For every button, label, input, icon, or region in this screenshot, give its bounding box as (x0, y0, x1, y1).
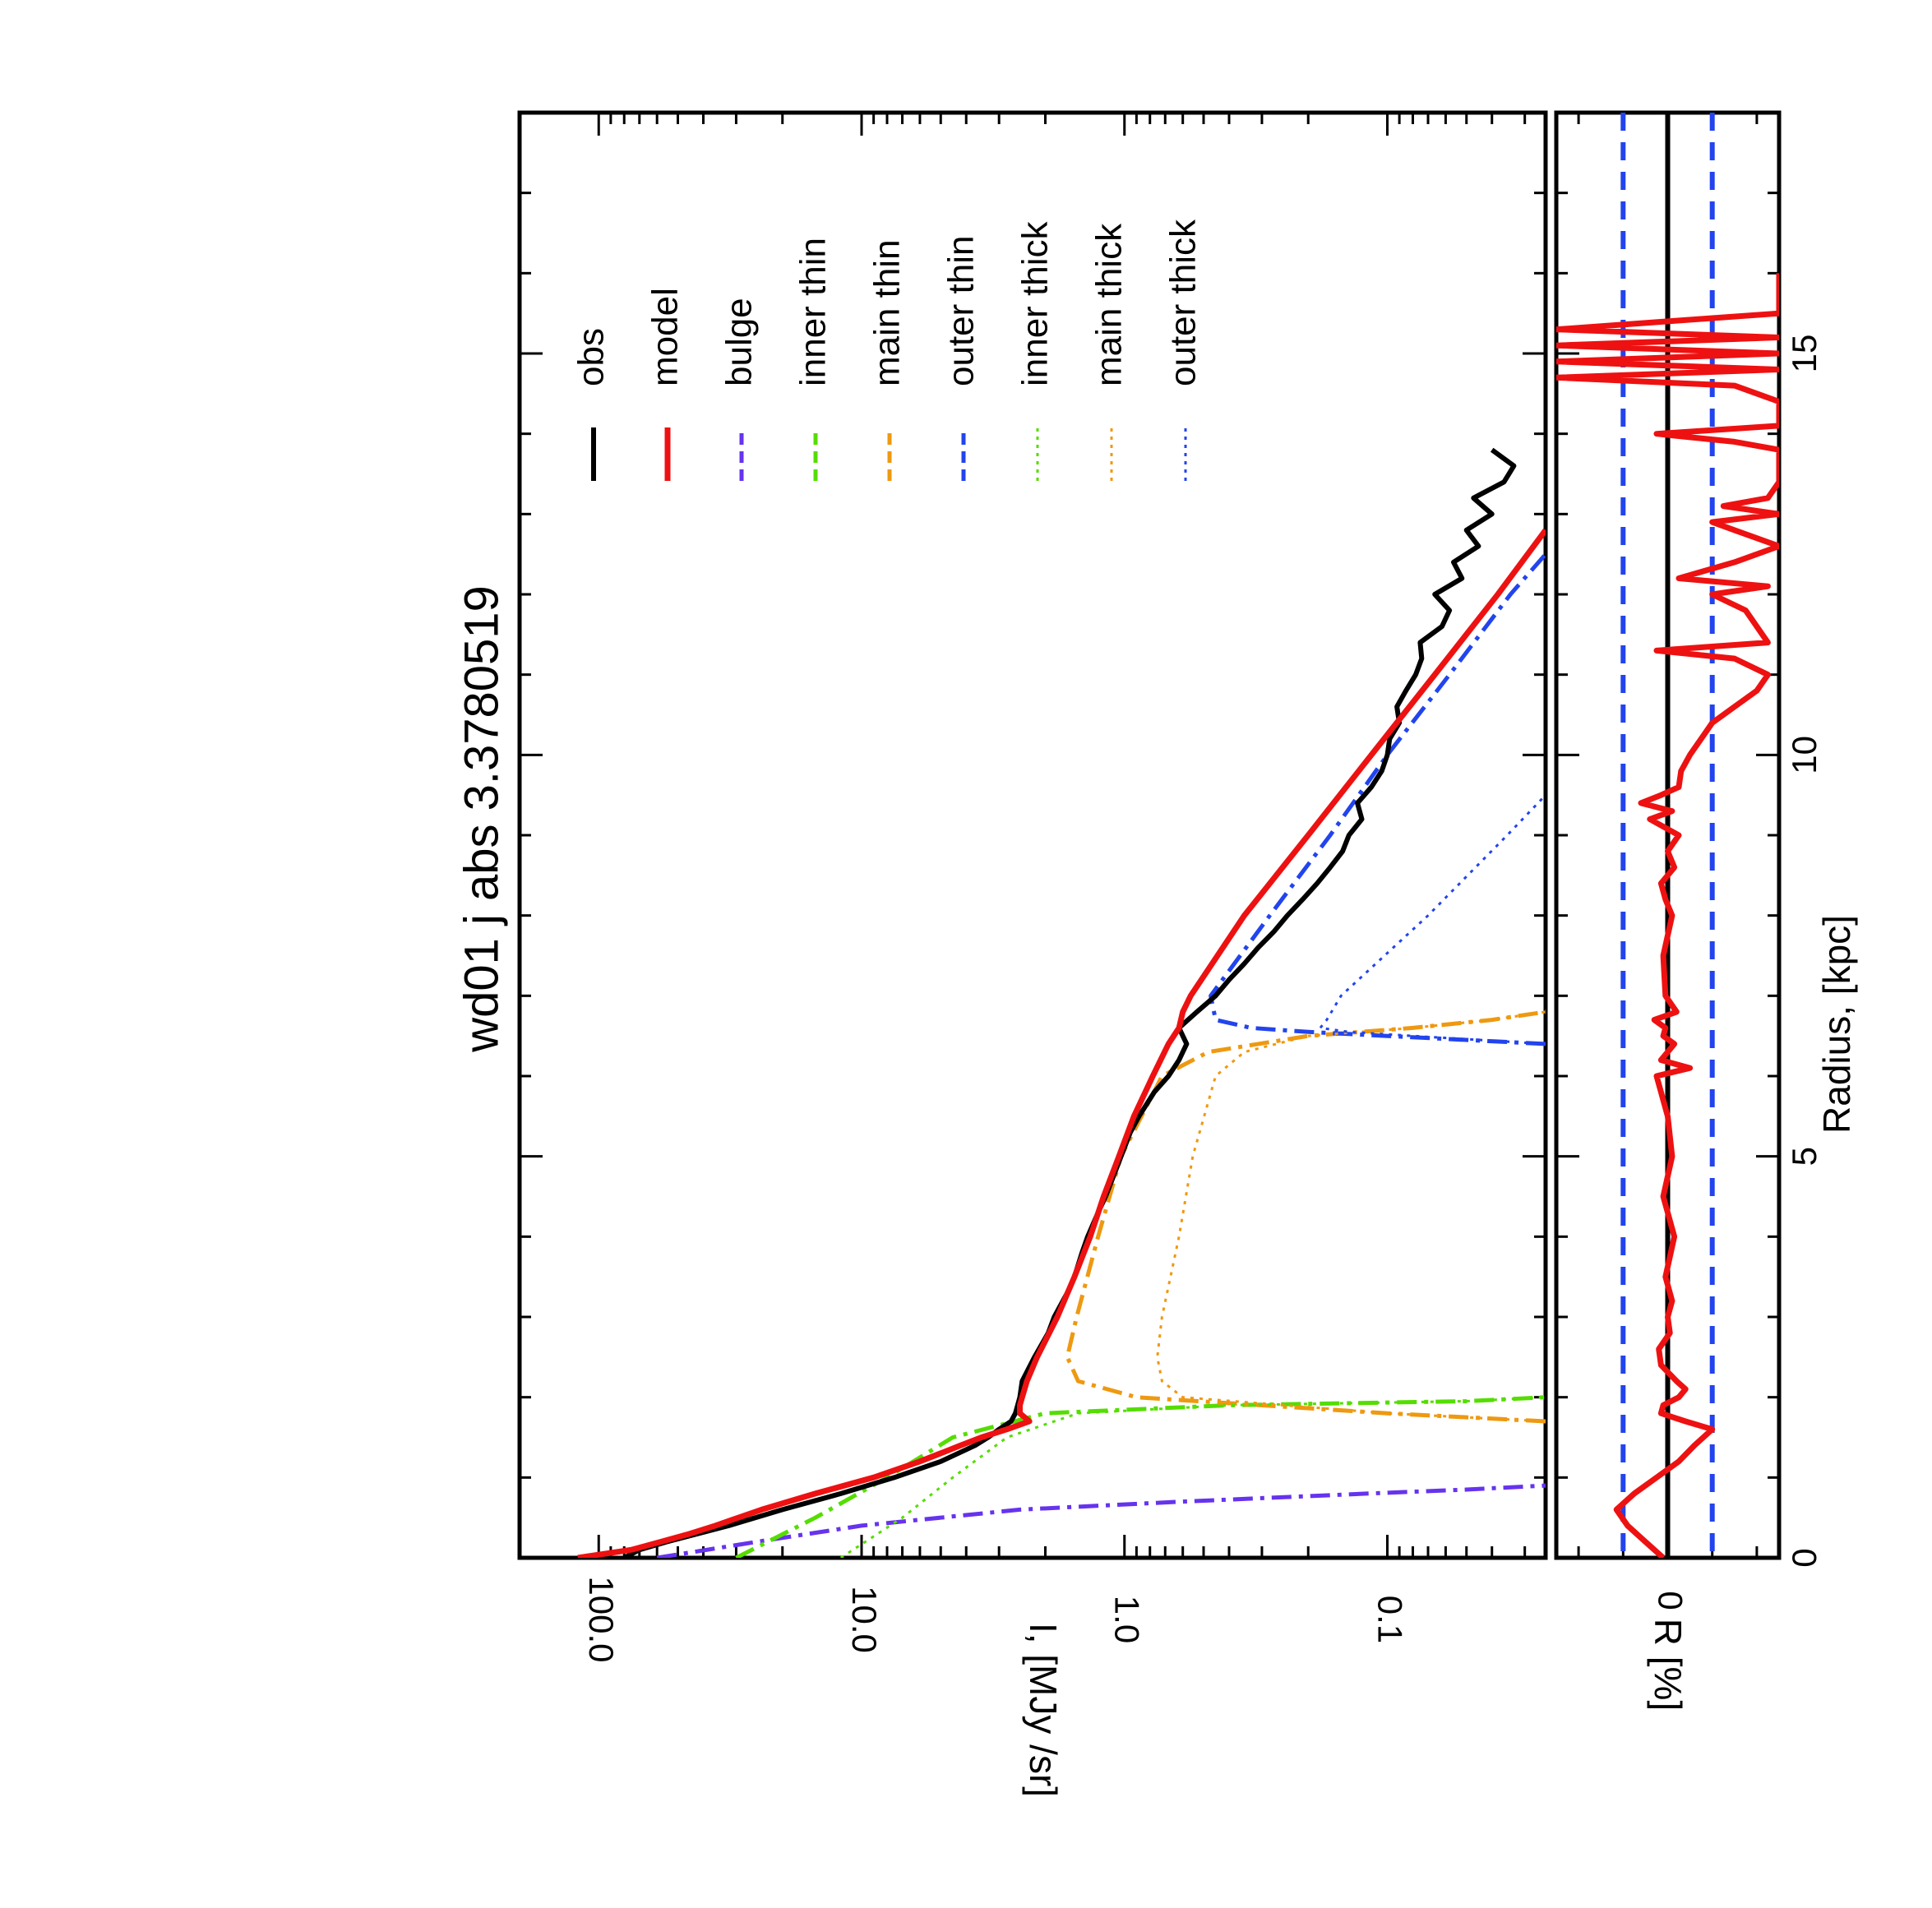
series-line-inner-thin (735, 1395, 1546, 1558)
profile-series-group (577, 447, 1546, 1558)
radius-tick-label: 0 (1785, 1548, 1823, 1567)
residual-value-tick-label: 0 (1651, 1591, 1689, 1610)
chart-title: wd01 j abs 3.3780519 (455, 585, 508, 1053)
residual-line (1556, 273, 1779, 1558)
profile-value-tick-label: 0.1 (1370, 1596, 1409, 1643)
radius-tick-label: 10 (1785, 736, 1823, 774)
series-line-outer-thick (1319, 794, 1546, 1046)
radius-axis-label: Radius, [kpc] (1815, 915, 1858, 1134)
legend-label-inner-thin: inner thin (793, 238, 834, 386)
chart-layer: 0 5 10 15 Radius, [kpc] 100.0 10.0 1.0 0.1 I, [MJ… (455, 110, 1858, 1797)
legend-label-main-thin: main thin (867, 239, 908, 386)
residual-series-group (1556, 113, 1779, 1558)
legend-label-outer-thick: outer thick (1163, 219, 1204, 386)
profile-value-axis-label: I, [MJy /sr] (1022, 1623, 1065, 1797)
legend-label-model: model (645, 288, 686, 386)
profile-value-tick-label: 10.0 (845, 1586, 884, 1653)
legend-label-outer-thin: outer thin (941, 236, 982, 386)
legend-label-bulge: bulge (719, 298, 760, 386)
radius-tick-label: 5 (1785, 1147, 1823, 1166)
legend-label-main-thick: main thick (1089, 223, 1130, 386)
profile-value-tick-label: 100.0 (582, 1576, 621, 1662)
legend-label-obs: obs (571, 328, 612, 386)
series-line-inner-thick (839, 1396, 1546, 1558)
profile-value-tick-label: 1.0 (1108, 1596, 1147, 1643)
series-line-obs (622, 447, 1517, 1558)
residual-value-axis-label: R [%] (1647, 1619, 1689, 1711)
series-line-main-thin (1065, 1009, 1546, 1424)
radius-tick-label: 15 (1785, 335, 1823, 373)
legend-label-inner-thick: inner thick (1015, 220, 1056, 386)
series-line-outer-thin (1209, 552, 1546, 1046)
series-line-model (577, 528, 1546, 1558)
